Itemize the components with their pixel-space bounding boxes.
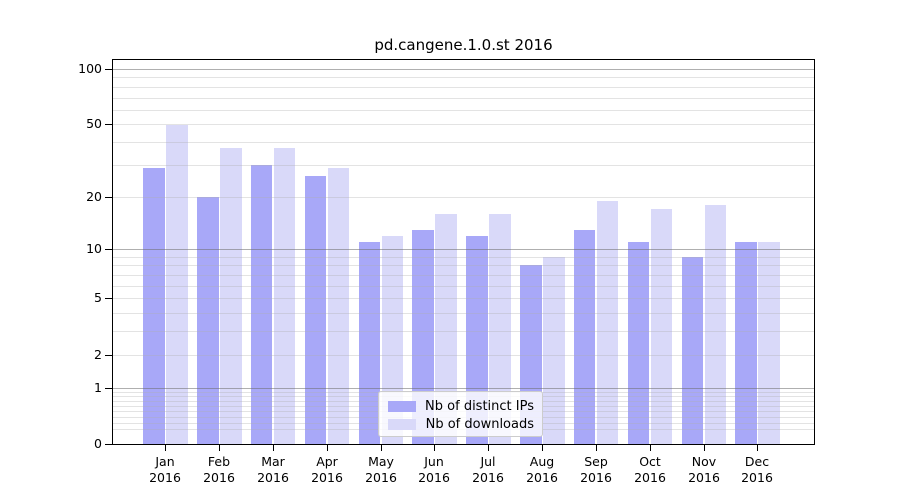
y-tick-label-1: 1: [94, 380, 102, 395]
y-tick-0: [105, 444, 112, 445]
bar-downloads-dec: [758, 242, 780, 444]
minor-gridline-20: [113, 197, 814, 198]
x-tick-mar: [273, 445, 274, 451]
y-tick-label-5: 5: [94, 290, 102, 305]
bar-distinct-ips-jun: [412, 229, 434, 444]
x-tick-jul: [488, 445, 489, 451]
major-gridline-10: [113, 249, 814, 250]
x-tick-sep: [596, 445, 597, 451]
bar-distinct-ips-feb: [197, 196, 219, 444]
bar-downloads-nov: [704, 204, 726, 444]
minor-gridline-6: [113, 286, 814, 287]
minor-gridline-70: [113, 98, 814, 99]
bar-downloads-oct: [650, 209, 673, 444]
y-tick-10: [105, 249, 112, 250]
bar-downloads-sep: [596, 200, 619, 444]
minor-gridline-9: [113, 257, 814, 258]
x-tick-label-apr: Apr 2016: [311, 454, 343, 485]
legend-row-distinct-ips: Nb of distinct IPs: [388, 397, 534, 415]
y-tick-100: [105, 69, 112, 70]
x-tick-label-dec: Dec 2016: [741, 454, 773, 485]
bar-distinct-ips-may: [358, 242, 381, 444]
bar-distinct-ips-dec: [735, 242, 757, 444]
x-tick-jan: [165, 445, 166, 451]
x-tick-label-nov: Nov 2016: [688, 454, 720, 485]
x-tick-label-aug: Aug 2016: [526, 454, 558, 485]
y-tick-label-50: 50: [86, 116, 102, 131]
minor-gridline-80: [113, 87, 814, 88]
minor-gridline-40: [113, 142, 814, 143]
y-tick-2: [105, 355, 112, 356]
y-tick-1: [105, 388, 112, 389]
bar-distinct-ips-jan: [143, 167, 165, 444]
x-tick-label-jan: Jan 2016: [149, 454, 181, 485]
y-tick-label-10: 10: [86, 241, 102, 256]
legend-label-distinct-ips: Nb of distinct IPs: [425, 398, 534, 414]
bar-distinct-ips-nov: [681, 256, 703, 444]
x-tick-jun: [434, 445, 435, 451]
bar-distinct-ips-oct: [627, 242, 650, 444]
y-tick-label-2: 2: [94, 347, 102, 362]
minor-gridline-30: [113, 165, 814, 166]
bar-downloads-jul: [489, 213, 511, 444]
legend-label-downloads: Nb of downloads: [425, 416, 534, 432]
y-tick-label-0: 0: [94, 436, 102, 451]
bar-downloads-jun: [435, 213, 457, 444]
x-tick-label-oct: Oct 2016: [634, 454, 666, 485]
minor-gridline-60: [113, 110, 814, 111]
bar-distinct-ips-apr: [304, 176, 327, 444]
bar-downloads-aug: [543, 256, 565, 444]
x-tick-label-sep: Sep 2016: [580, 454, 612, 485]
minor-gridline-7: [113, 275, 814, 276]
x-tick-may: [381, 445, 382, 451]
x-tick-dec: [757, 445, 758, 451]
legend-row-downloads: Nb of downloads: [388, 415, 534, 433]
minor-gridline-8: [113, 265, 814, 266]
chart-title: pd.cangene.1.0.st 2016: [374, 36, 553, 54]
y-tick-20: [105, 197, 112, 198]
x-tick-label-feb: Feb 2016: [203, 454, 235, 485]
bar-downloads-apr: [327, 167, 350, 444]
y-tick-5: [105, 298, 112, 299]
plot-area: Nb of distinct IPs Nb of downloads: [112, 59, 815, 445]
x-tick-feb: [219, 445, 220, 451]
x-tick-apr: [327, 445, 328, 451]
minor-gridline-4: [113, 313, 814, 314]
minor-gridline-2: [113, 355, 814, 356]
minor-gridline-5: [113, 298, 814, 299]
major-gridline-100: [113, 69, 814, 70]
bar-downloads-mar: [273, 148, 296, 444]
bar-downloads-feb: [220, 148, 242, 444]
y-tick-label-100: 100: [78, 61, 102, 76]
legend: Nb of distinct IPs Nb of downloads: [378, 391, 543, 437]
bar-distinct-ips-sep: [573, 229, 596, 444]
bar-distinct-ips-mar: [250, 164, 273, 444]
legend-swatch-distinct-ips: [388, 400, 416, 412]
x-tick-aug: [542, 445, 543, 451]
minor-gridline-50: [113, 124, 814, 125]
x-tick-nov: [704, 445, 705, 451]
legend-swatch-downloads: [388, 418, 416, 430]
minor-gridline-3: [113, 331, 814, 332]
x-tick-oct: [650, 445, 651, 451]
minor-gridline-90: [113, 77, 814, 78]
y-tick-50: [105, 124, 112, 125]
x-tick-label-jun: Jun 2016: [418, 454, 450, 485]
x-tick-label-may: May 2016: [365, 454, 397, 485]
x-tick-label-jul: Jul 2016: [472, 454, 504, 485]
major-gridline-1: [113, 388, 814, 389]
y-tick-label-20: 20: [86, 189, 102, 204]
bar-downloads-jan: [166, 124, 188, 444]
x-tick-label-mar: Mar 2016: [257, 454, 289, 485]
